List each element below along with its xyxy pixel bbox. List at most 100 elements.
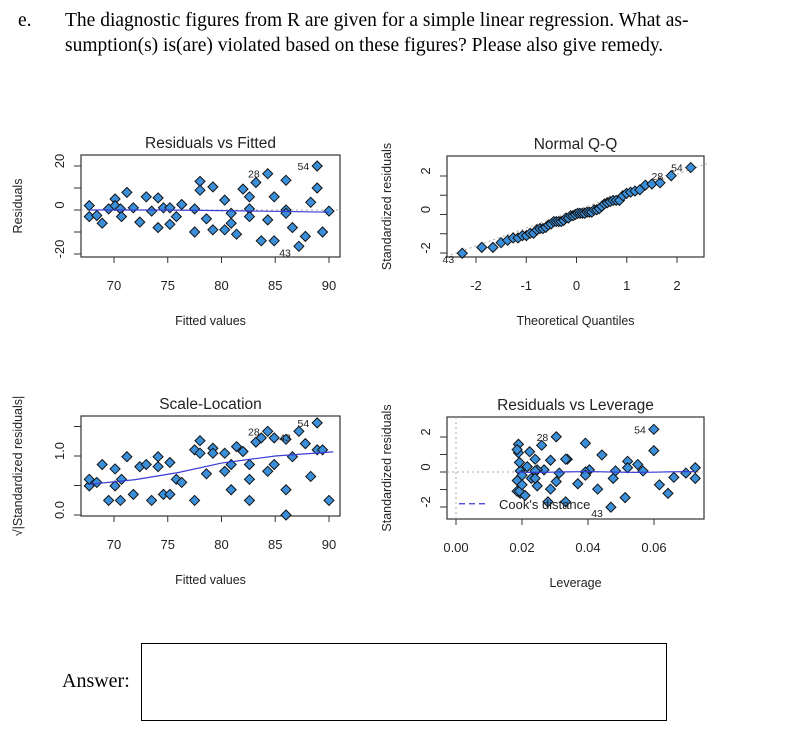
x-tick-label: 0.06 (641, 540, 666, 555)
data-point (262, 167, 274, 180)
x-axis-label: Theoretical Quantiles (516, 314, 634, 328)
data-point (219, 194, 231, 206)
point-id-label: 28 (537, 432, 549, 444)
data-point (230, 440, 243, 453)
data-point (596, 449, 608, 461)
data-point (134, 216, 146, 228)
data-point (665, 170, 677, 182)
data-point (619, 491, 631, 504)
data-point (293, 240, 305, 253)
data-point (164, 456, 176, 469)
data-point (519, 489, 531, 502)
data-point (662, 487, 674, 500)
data-point (91, 209, 103, 222)
point-id-label: 28 (248, 169, 260, 181)
data-point (544, 454, 557, 466)
data-point (513, 456, 526, 469)
data-point (219, 224, 231, 236)
data-point (605, 501, 617, 513)
data-point (544, 483, 557, 495)
data-point (516, 479, 528, 491)
data-point (200, 468, 213, 480)
question-text-line1: The diagnostic figures from R are given … (65, 10, 689, 31)
data-point (200, 213, 213, 225)
data-point (299, 437, 312, 450)
data-point (152, 221, 164, 234)
y-tick-label: 1.0 (52, 442, 67, 460)
y-tick-label: 20 (52, 154, 67, 168)
data-point (188, 494, 201, 507)
data-point (262, 425, 274, 438)
plot-frame (446, 416, 705, 520)
x-tick-label: 70 (107, 278, 121, 293)
data-point (311, 160, 323, 172)
data-point (559, 453, 572, 465)
data-point (268, 191, 280, 203)
plot-title: Residuals vs Leverage (497, 397, 654, 414)
data-point (188, 226, 201, 238)
y-tick-label: 0 (418, 206, 433, 213)
point-id-label: 54 (634, 424, 646, 436)
data-point (286, 451, 299, 463)
x-axis-label: Fitted values (175, 314, 246, 328)
data-point (323, 205, 335, 217)
data-point (243, 210, 256, 223)
point-id-label: 43 (591, 508, 603, 520)
data-point (243, 473, 256, 486)
data-point (250, 176, 262, 189)
data-point (529, 453, 541, 465)
data-point (170, 210, 183, 223)
data-point (311, 182, 323, 194)
data-point (648, 423, 660, 436)
answer-input[interactable] (141, 643, 667, 721)
data-point (685, 161, 697, 174)
data-point (194, 435, 206, 447)
answer-label: Answer: (62, 670, 130, 692)
point-id-label: 28 (652, 171, 664, 183)
x-tick-label: 80 (214, 278, 228, 293)
data-point (237, 183, 249, 195)
data-point (280, 509, 292, 521)
data-point (621, 462, 634, 474)
y-axis-label: Residuals (11, 179, 25, 234)
point-id-label: 54 (671, 163, 683, 175)
plot-frame (80, 415, 341, 517)
data-point (91, 476, 103, 489)
data-point (121, 451, 133, 463)
x-tick-label: 0.00 (443, 540, 468, 555)
y-tick-label: -2 (418, 242, 433, 254)
data-point (114, 494, 127, 507)
data-point (164, 218, 176, 231)
data-point (572, 478, 584, 490)
data-point (194, 447, 206, 459)
data-point (255, 432, 267, 444)
x-tick-label: 85 (268, 278, 282, 293)
data-point (648, 444, 660, 457)
data-point (152, 192, 164, 204)
data-point (102, 494, 115, 507)
x-axis-label: Fitted values (175, 573, 246, 587)
data-point (535, 439, 548, 452)
point-id-label: 54 (297, 418, 309, 430)
data-point (293, 425, 305, 438)
y-tick-label: 2 (418, 428, 433, 435)
data-point (83, 199, 95, 212)
data-point (680, 467, 692, 479)
data-point (194, 184, 206, 196)
data-point (96, 458, 108, 471)
data-point (632, 458, 644, 471)
x-tick-label: 0.02 (509, 540, 534, 555)
data-point (219, 465, 231, 478)
point-id-label: 28 (248, 426, 260, 438)
data-point (127, 488, 140, 501)
x-tick-label: 0 (573, 278, 580, 293)
data-point (207, 224, 219, 236)
y-tick-label: 0 (52, 201, 67, 208)
data-point (511, 443, 523, 456)
data-point (487, 241, 499, 254)
lowess-smooth-line (89, 209, 330, 213)
point-id-label: 43 (443, 254, 455, 266)
y-axis-label: Standardized residuals (380, 404, 394, 531)
data-point (225, 217, 237, 229)
